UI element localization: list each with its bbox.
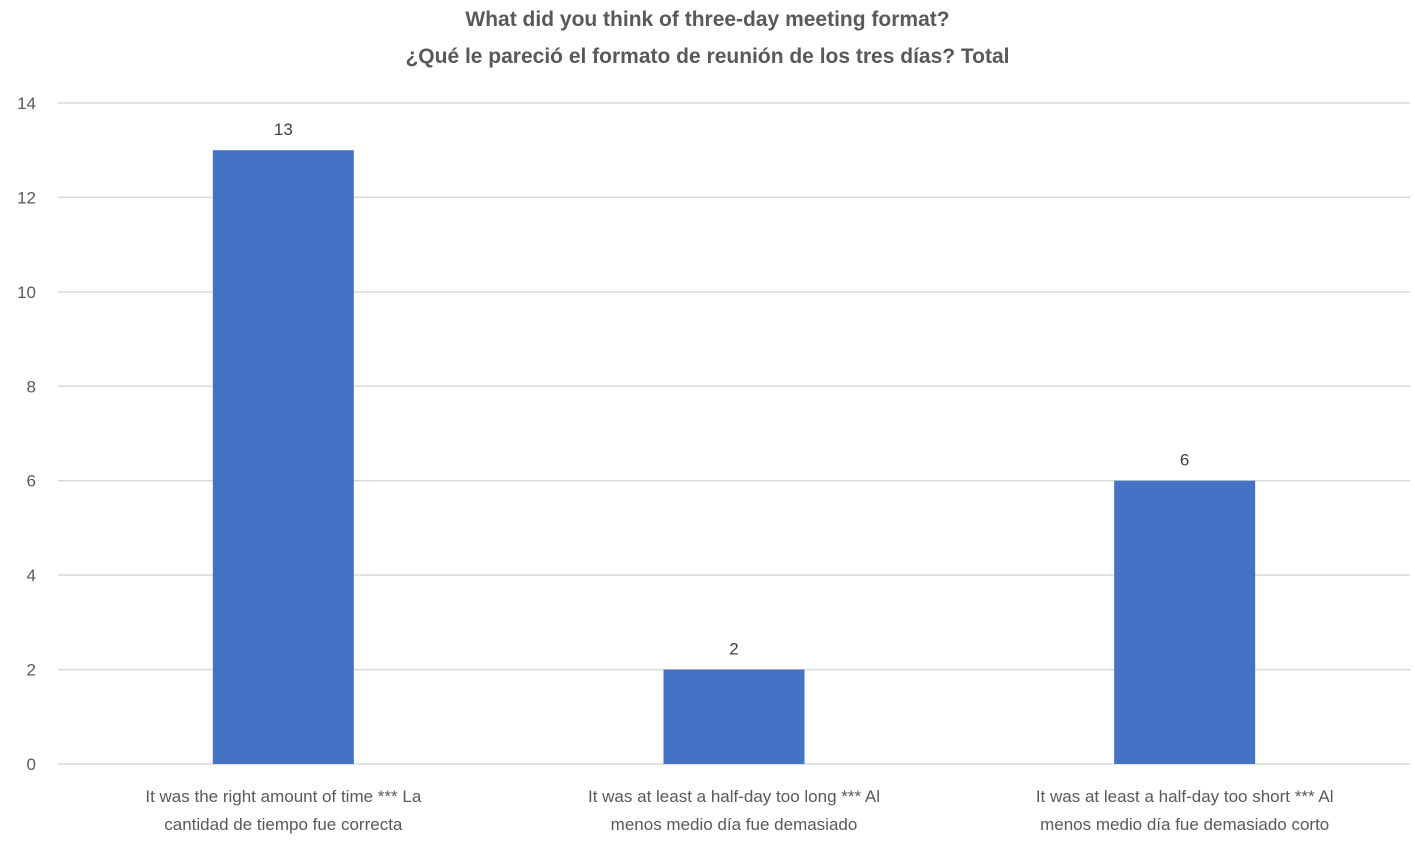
- y-tick-label: 10: [17, 283, 36, 302]
- data-label-0: 13: [274, 120, 293, 139]
- y-tick-label: 0: [27, 755, 36, 774]
- category-label-1-line-1: menos medio día fue demasiado: [611, 815, 858, 834]
- chart-title-line-1: What did you think of three-day meeting …: [465, 8, 950, 31]
- bar-1: [663, 669, 805, 764]
- category-label-0-line-0: It was the right amount of time *** La: [145, 787, 421, 806]
- category-label-1-line-0: It was at least a half-day too long *** …: [588, 787, 880, 806]
- data-label-1: 2: [729, 640, 738, 659]
- y-tick-label: 14: [17, 94, 36, 113]
- category-label-0-line-1: cantidad de tiempo fue correcta: [164, 815, 403, 834]
- y-tick-label: 6: [27, 472, 36, 491]
- y-tick-label: 4: [27, 566, 36, 585]
- category-label-2-line-1: menos medio día fue demasiado corto: [1040, 815, 1329, 834]
- bar-0: [212, 150, 354, 764]
- y-tick-label: 2: [27, 661, 36, 680]
- chart-title-line-2: ¿Qué le pareció el formato de reunión de…: [405, 45, 1010, 68]
- data-label-2: 6: [1180, 451, 1189, 470]
- y-tick-label: 8: [27, 377, 36, 396]
- category-label-2-line-0: It was at least a half-day too short ***…: [1036, 787, 1334, 806]
- bar-2: [1114, 480, 1256, 764]
- y-tick-label: 12: [17, 188, 36, 207]
